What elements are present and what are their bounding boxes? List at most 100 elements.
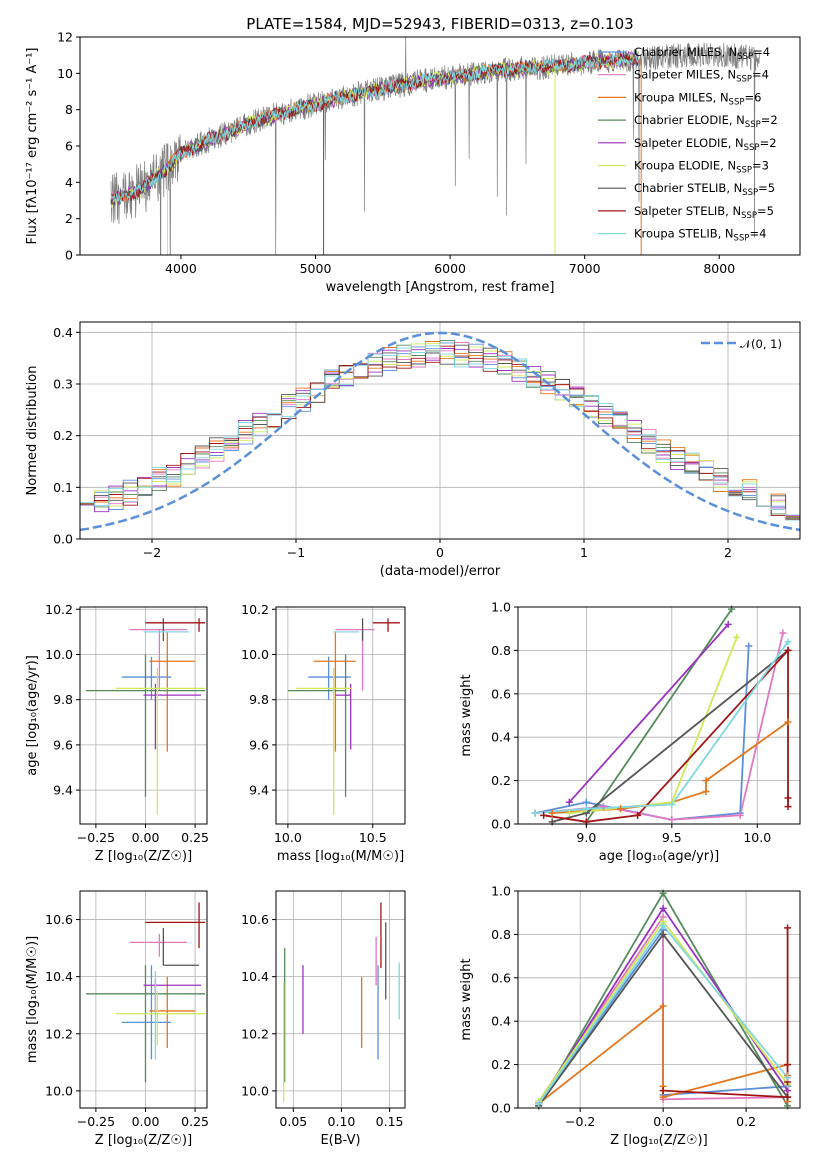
mass-weight-marker (784, 803, 792, 811)
y-tick-label: 0.8 (491, 643, 511, 658)
mass-weight-marker (784, 1074, 792, 1082)
y-axis-label: mass weight (459, 674, 474, 756)
mass-weight-line (543, 648, 789, 823)
mass-weight-marker (784, 1093, 792, 1101)
plot-area (85, 618, 206, 815)
x-axis-label: (data-model)/error (380, 564, 501, 579)
spectrum-model-line (110, 50, 639, 207)
y-tick-label: 0.1 (53, 480, 73, 495)
x-tick-label: 0.15 (376, 1114, 404, 1129)
mass-weight-marker (582, 805, 590, 813)
x-tick-label: −0.25 (77, 1114, 115, 1129)
mass-weight-marker (540, 811, 548, 819)
x-tick-label: 10.5 (359, 830, 387, 845)
x-axis-label: mass [log₁₀(M/M☉)] (277, 849, 404, 864)
x-tick-label: 0.25 (181, 830, 209, 845)
mass-weight-marker (745, 642, 753, 650)
legend-entry: Salpeter MILES, NSSP=4 (634, 68, 769, 85)
axes-frame (79, 890, 208, 1109)
legend-entry: Kroupa STELIB, NSSP=4 (634, 227, 766, 244)
x-axis-label: wavelength [Angstrom, rest frame] (326, 280, 555, 295)
mass-weight-marker (659, 904, 667, 912)
y-tick-label: 9.8 (249, 692, 269, 707)
mass-weight-marker (565, 798, 573, 806)
y-tick-label: 10.6 (241, 912, 269, 927)
y-tick-label: 0.3 (53, 377, 73, 392)
panel-Z-vs-mass-weight: −0.2 0.0 0.2 0.0 0.2 0.4 0.6 0.8 1.0 Z [log₁₀(Z/Z… (459, 884, 801, 1148)
spectrum-model-line (110, 52, 639, 204)
mass-weight-line (551, 649, 789, 823)
x-tick-label: −2 (143, 545, 161, 560)
spectrum-legend: Chabrier MILES, NSSP=4 Salpeter MILES, NS… (598, 45, 778, 244)
panel-residuals: −2 −1 0 1 2 0.0 0.1 0.2 0.3 0.4 (data-model)/error… (25, 321, 801, 579)
panel-mass-vs-age: 10.0 10.5 9.4 9.6 9.8 10.0 10.2 mass [log₁₀(M/M… (241, 602, 406, 864)
x-axis-label: Z [log₁₀(Z/Z☉)] (95, 1133, 192, 1148)
axes-frame (275, 890, 406, 1109)
y-tick-label: 1.0 (491, 884, 511, 899)
mass-weight-marker (784, 794, 792, 802)
x-tick-label: 0.10 (328, 1114, 356, 1129)
x-tick-label: 0.2 (736, 1114, 756, 1129)
x-tick-label: −0.25 (77, 830, 115, 845)
spectrum-model-line (110, 51, 639, 206)
y-tick-label: 10.0 (45, 1083, 73, 1098)
x-tick-label: 0.0 (653, 1114, 673, 1129)
x-axis-label: Z [log₁₀(Z/Z☉)] (610, 1133, 707, 1148)
mass-weight-marker (784, 718, 792, 726)
axes-frame (79, 606, 208, 825)
x-tick-label: 4000 (165, 261, 197, 276)
y-tick-label: 10.2 (241, 1026, 269, 1041)
x-axis-label: age [log₁₀(age/yr)] (599, 849, 720, 864)
mass-weight-marker (548, 809, 556, 817)
spectrum-model-line (110, 52, 639, 203)
plot-area (534, 608, 789, 823)
mass-weight-marker (724, 620, 732, 628)
y-tick-label: 4 (65, 175, 73, 190)
mass-weight-marker (702, 777, 710, 785)
y-tick-label: 0.4 (491, 1014, 511, 1029)
figure-title: PLATE=1584, MJD=52943, FIBERID=0313, z=0… (246, 15, 633, 33)
mass-weight-marker (668, 800, 676, 808)
x-tick-label: 5000 (300, 261, 332, 276)
y-tick-label: 0.4 (53, 325, 73, 340)
x-tick-label: 0.05 (279, 1114, 307, 1129)
y-tick-label: 10.4 (241, 969, 269, 984)
plot-area (537, 891, 789, 1107)
mass-weight-marker (784, 646, 792, 654)
mass-weight-marker (582, 798, 590, 806)
y-tick-label: 10.0 (45, 647, 73, 662)
axes-frame (275, 606, 406, 825)
x-tick-label: 8000 (703, 261, 735, 276)
plot-area (110, 37, 760, 255)
y-tick-label: 0.2 (491, 773, 511, 788)
spectrum-model-line (110, 52, 639, 202)
y-axis-label: mass [log₁₀(M/M☉)] (25, 936, 40, 1063)
y-tick-label: 10.0 (241, 1083, 269, 1098)
y-axis-label: Flux [fλ10⁻¹⁷ erg cm⁻² s⁻¹ A⁻¹] (25, 48, 40, 245)
y-tick-label: 9.6 (53, 737, 73, 752)
x-tick-label: −1 (287, 545, 305, 560)
y-tick-label: 6 (65, 139, 73, 154)
axes-frame (517, 606, 801, 825)
x-tick-label: 0.00 (132, 830, 160, 845)
y-tick-label: 9.4 (249, 783, 269, 798)
mass-weight-marker (702, 787, 710, 795)
plot-area (283, 902, 400, 1103)
spectrum-model-line (110, 52, 639, 204)
x-axis-label: E(B-V) (320, 1133, 360, 1148)
y-tick-label: 0.2 (491, 1057, 511, 1072)
spectrum-model-line (110, 53, 639, 204)
y-tick-label: 10.2 (45, 1026, 73, 1041)
mass-weight-marker (779, 629, 787, 637)
x-tick-label: 9.5 (662, 830, 682, 845)
legend-entry: Chabrier STELIB, NSSP=5 (634, 181, 775, 198)
y-axis-label: Normed distribution (25, 366, 40, 496)
legend-entry: Salpeter ELODIE, NSSP=2 (634, 136, 777, 153)
x-tick-label: 2 (724, 545, 732, 560)
mass-weight-marker (659, 1002, 667, 1010)
mass-weight-marker (565, 809, 573, 817)
y-tick-label: 0.0 (491, 1101, 511, 1116)
y-tick-label: 9.8 (53, 692, 73, 707)
mass-weight-marker (668, 816, 676, 824)
